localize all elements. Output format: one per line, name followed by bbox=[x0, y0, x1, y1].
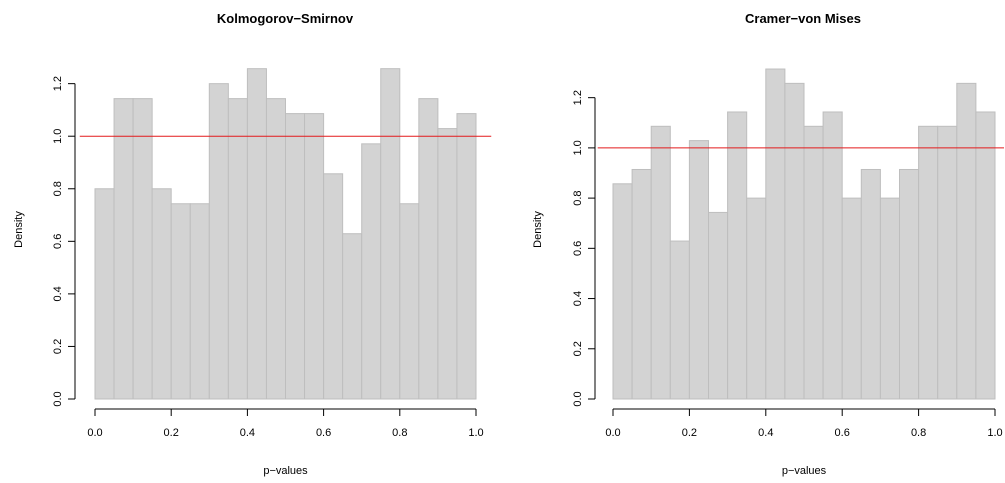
panel-1-y-tick-label: 0.0 bbox=[52, 391, 64, 406]
panel-2-y-tick-label: 0.8 bbox=[572, 190, 584, 205]
panel-2-histogram-bar bbox=[650, 125, 671, 400]
panel-1-histogram-bar bbox=[265, 98, 287, 400]
panel-1-histogram-bar bbox=[380, 68, 401, 400]
panel-2-histogram-bar bbox=[631, 168, 652, 400]
panel-2-histogram-bar bbox=[612, 183, 633, 400]
panel-1-histogram-bar bbox=[189, 203, 210, 400]
panel-2-y-tick-label: 0.0 bbox=[572, 391, 584, 406]
panel-1-x-tick-label: 1.0 bbox=[468, 427, 483, 439]
panel-2-x-tick-label: 0.4 bbox=[758, 427, 773, 439]
panel-1-histogram-bar bbox=[437, 128, 458, 400]
panel-1-histogram-bar bbox=[456, 113, 477, 400]
panel-1-y-tick-label: 0.6 bbox=[52, 234, 64, 249]
panel-1-histogram-bar bbox=[132, 98, 153, 400]
panel-1-y-tick-label: 0.2 bbox=[52, 339, 64, 354]
panel-2-y-tick-label: 1.2 bbox=[572, 90, 584, 105]
panel-2-y-tick-label: 0.6 bbox=[572, 241, 584, 256]
panel-1-histogram-bar bbox=[285, 113, 306, 400]
panel-2-histogram-bar bbox=[765, 68, 786, 400]
panel-2-histogram-bar bbox=[860, 168, 881, 400]
panel-2-y-axis-label: Density bbox=[532, 211, 544, 248]
panel-2-histogram-bar bbox=[956, 82, 977, 400]
panel-1-histogram-bar bbox=[170, 203, 191, 400]
panel-2-histogram-bar bbox=[937, 125, 958, 400]
panel-1-x-tick-label: 0.8 bbox=[392, 427, 407, 439]
panel-1-x-tick-label: 0.4 bbox=[240, 427, 255, 439]
panel-2-y-tick-label: 0.4 bbox=[572, 291, 584, 306]
panel-2-histogram-bar bbox=[727, 111, 748, 400]
panel-2-histogram-bar bbox=[708, 211, 729, 400]
panel-1-histogram-bar bbox=[208, 83, 229, 400]
panel-1-y-axis-label: Density bbox=[13, 211, 25, 248]
panel-2-x-tick-label: 0.2 bbox=[682, 427, 697, 439]
panel-2-histogram-bar bbox=[822, 111, 843, 400]
panel-2-histogram-bar bbox=[746, 197, 767, 400]
panel-2-x-axis-label: p−values bbox=[782, 465, 827, 477]
panel-1-x-tick-label: 0.2 bbox=[164, 427, 179, 439]
panel-1-y-tick-label: 0.4 bbox=[52, 286, 64, 301]
panel-1-histogram-bar bbox=[361, 143, 382, 400]
panel-2-histogram-bar bbox=[879, 197, 901, 400]
panel-2-histogram-bar bbox=[688, 140, 710, 400]
panel-1-histogram-bar bbox=[151, 188, 172, 400]
panel-2-x-tick-label: 0.6 bbox=[835, 427, 850, 439]
panel-1-x-tick-label: 0.0 bbox=[87, 427, 102, 439]
panel-1-y-tick-label: 1.2 bbox=[52, 76, 64, 91]
panel-1-histogram-bar bbox=[304, 113, 325, 400]
panel-2-histogram-bar bbox=[841, 197, 862, 400]
panel-1-histogram-bar bbox=[418, 98, 439, 400]
panel-2-y-tick-label: 0.2 bbox=[572, 341, 584, 356]
panel-1-histogram-bar bbox=[113, 98, 134, 400]
panel-1-y-tick-label: 0.8 bbox=[52, 181, 64, 196]
panel-1-histogram-bar bbox=[246, 68, 267, 400]
panel-2-x-tick-label: 0.8 bbox=[911, 427, 926, 439]
panel-2-x-tick-label: 1.0 bbox=[987, 427, 1002, 439]
panel-2-histogram-bar bbox=[669, 240, 690, 400]
panel-2-y-tick-label: 1.0 bbox=[572, 140, 584, 155]
panel-2-chart-title: Cramer−von Mises bbox=[745, 11, 861, 26]
panel-2-histogram-bar bbox=[918, 125, 939, 400]
panel-2-x-tick-label: 0.0 bbox=[605, 427, 620, 439]
panel-1-histogram-bar bbox=[342, 233, 363, 400]
panel-1-histogram-bar bbox=[323, 173, 344, 400]
panel-1-histogram-bar bbox=[399, 203, 420, 400]
panel-1-x-axis-label: p−values bbox=[263, 465, 308, 477]
panel-1-x-tick-label: 0.6 bbox=[316, 427, 331, 439]
panel-1-y-tick-label: 1.0 bbox=[52, 129, 64, 144]
panel-2-histogram-bar bbox=[803, 125, 824, 400]
panel-2-histogram-bar bbox=[975, 111, 996, 400]
panel-1-histogram-bar bbox=[94, 188, 115, 400]
panel-2-histogram-bar bbox=[899, 168, 920, 400]
panel-2-histogram-bar bbox=[784, 82, 805, 400]
panel-1-chart-title: Kolmogorov−Smirnov bbox=[217, 11, 354, 26]
panel-1-histogram-bar bbox=[227, 98, 248, 400]
